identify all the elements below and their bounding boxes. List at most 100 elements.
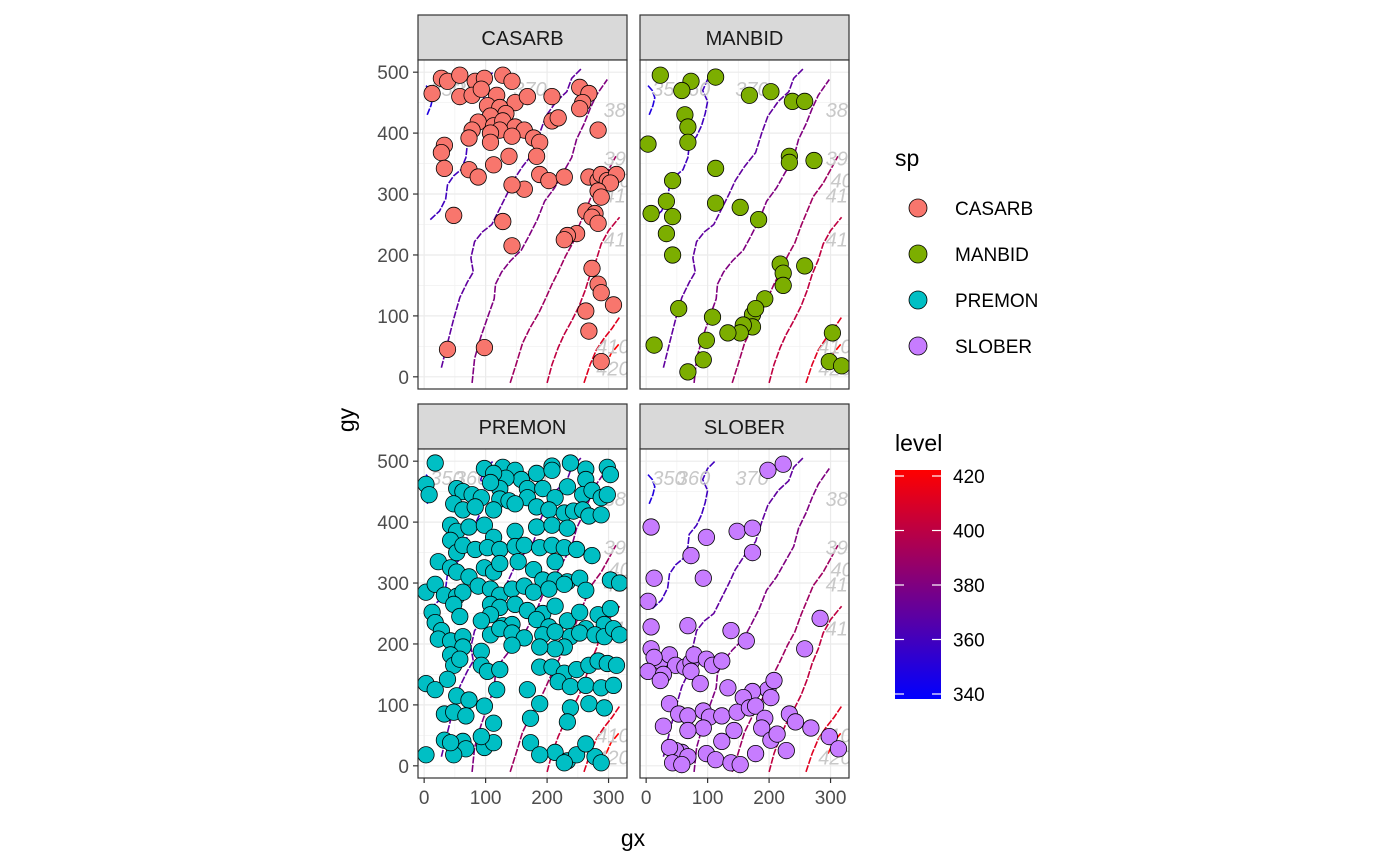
data-point: [491, 660, 509, 679]
y-tick-label: 0: [398, 757, 409, 778]
data-point: [673, 755, 691, 774]
y-tick-label: 500: [377, 452, 409, 473]
data-point: [500, 147, 518, 165]
facet-strip-label: PREMON: [479, 417, 567, 439]
data-point: [611, 574, 627, 592]
data-point: [713, 732, 731, 751]
contour-line-400: [546, 216, 621, 384]
species-legend-item-casarb: CASARB: [908, 198, 1033, 220]
contour-line-410: [583, 316, 621, 384]
data-point: [645, 569, 663, 587]
data-point: [518, 681, 537, 699]
contour-label: 380: [826, 489, 859, 511]
data-point: [823, 324, 842, 342]
data-point: [589, 121, 607, 139]
data-point: [555, 754, 573, 772]
data-point: [725, 721, 743, 740]
contour-label: 380: [826, 100, 859, 122]
data-point: [441, 734, 460, 752]
data-point: [531, 638, 549, 656]
data-point: [555, 575, 573, 593]
data-point: [601, 174, 620, 192]
x-tick-label: 300: [593, 788, 625, 809]
contour-label: 410: [826, 185, 859, 207]
data-point: [577, 735, 595, 753]
data-point: [682, 546, 700, 565]
y-tick-label: 200: [377, 246, 409, 267]
data-point: [503, 176, 521, 194]
data-point: [592, 284, 610, 302]
data-point: [774, 455, 792, 473]
data-point: [589, 214, 607, 232]
data-point: [706, 751, 725, 769]
data-point: [546, 640, 564, 658]
data-point: [580, 695, 598, 713]
data-point: [475, 516, 493, 534]
data-point: [598, 486, 616, 504]
species-legend-item-slober: SLOBER: [908, 336, 1032, 358]
data-point: [481, 473, 500, 492]
data-point: [531, 133, 549, 151]
data-point: [728, 522, 746, 540]
data-point: [571, 100, 589, 118]
data-point: [503, 127, 521, 145]
x-tick-label: 100: [470, 788, 502, 809]
data-point: [543, 88, 561, 106]
data-point: [706, 159, 725, 177]
data-point: [475, 697, 493, 715]
data-point: [749, 211, 768, 229]
data-point: [731, 198, 749, 216]
data-point: [580, 322, 598, 340]
data-point: [438, 340, 457, 358]
data-point: [546, 597, 564, 615]
data-point: [445, 206, 463, 224]
contour-line-390: [731, 544, 839, 773]
y-tick-label: 400: [377, 124, 409, 145]
data-point: [663, 172, 682, 190]
panel-border: [417, 448, 628, 779]
data-point: [484, 714, 503, 732]
data-point: [642, 618, 660, 636]
colorbar-tick-label: 400: [953, 522, 985, 543]
data-point: [713, 652, 731, 670]
data-point: [506, 522, 524, 540]
contour-label: 380: [604, 100, 637, 122]
data-point: [759, 461, 777, 479]
data-point: [472, 727, 490, 746]
x-tick-label: 100: [692, 788, 724, 809]
contour-label: 400: [831, 560, 864, 582]
facet-strip: [639, 14, 850, 61]
data-point: [583, 546, 601, 565]
data-point: [418, 746, 435, 764]
legend-key: [908, 290, 928, 310]
data-point: [561, 454, 580, 472]
data-point: [592, 352, 610, 371]
data-point: [518, 88, 537, 106]
contour-line-410: [805, 705, 843, 773]
panel-border: [639, 448, 850, 779]
data-point: [469, 168, 487, 186]
data-point: [484, 501, 503, 519]
data-point: [694, 569, 712, 587]
data-point: [719, 324, 737, 342]
data-point: [521, 734, 540, 752]
contour-label: 410: [826, 574, 859, 596]
data-point: [571, 624, 589, 642]
data-point: [607, 656, 626, 674]
panel-plot-area: 350360370380390400410410410420: [418, 449, 627, 778]
legend-label: CASARB: [955, 199, 1033, 220]
colorbar-tick-label: 340: [953, 685, 985, 706]
contour-line-370: [662, 457, 804, 757]
data-point: [694, 719, 712, 737]
data-point: [534, 479, 552, 498]
level-legend-title: level: [895, 430, 942, 456]
y-tick-label: 300: [377, 185, 409, 206]
data-point: [481, 133, 500, 151]
contour-line-350: [647, 474, 656, 505]
data-point: [435, 159, 453, 177]
legend-label: PREMON: [955, 291, 1038, 312]
data-point: [691, 674, 709, 693]
y-tick-label: 0: [398, 368, 409, 389]
panel-border: [639, 59, 850, 390]
y-tick-label: 100: [377, 307, 409, 328]
